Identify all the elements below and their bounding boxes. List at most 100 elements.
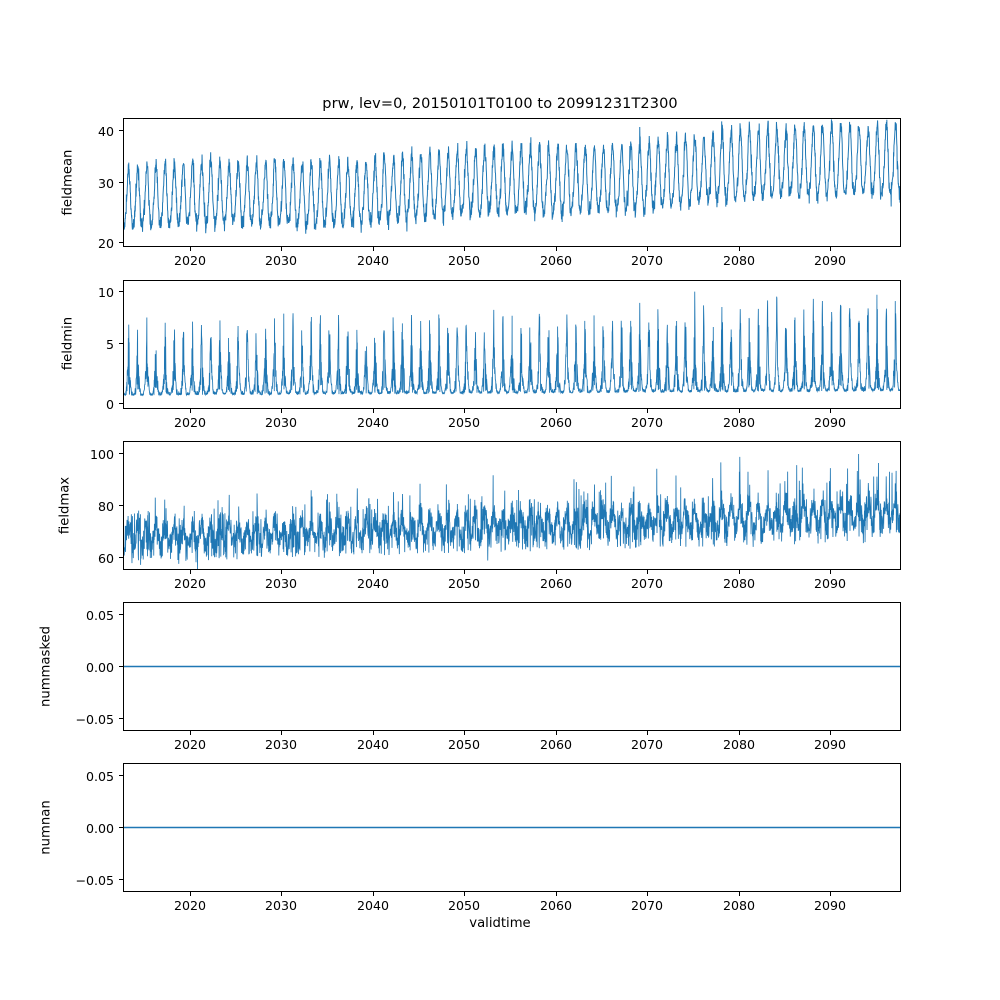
xtick-p4-3: 2050 [447,898,481,913]
ytickmark-p2-0 [119,453,123,455]
xtick-p0-0: 2020 [173,253,207,268]
xtickmark-p2-6 [739,570,741,574]
ytickmark-p1-0 [119,291,123,293]
xtick-p0-6: 2080 [722,253,756,268]
xtickmark-p3-0 [190,731,192,735]
panel-fieldmax [123,441,901,570]
plot-numnan [124,826,900,829]
ytick-p3-2: −0.05 [75,712,114,727]
ytick-p3-1: 0.00 [85,660,114,675]
xtickmark-p1-4 [556,409,558,413]
xtick-p0-5: 2070 [630,253,664,268]
panel-fieldmean [123,118,901,247]
ytickmark-p4-1 [119,827,123,829]
ytickmark-p4-0 [119,775,123,777]
xtick-p4-1: 2030 [264,898,298,913]
ytick-p2-1: 80 [97,499,114,514]
ytickmark-p2-2 [119,557,123,559]
xtickmark-p1-1 [281,409,283,413]
xtickmark-p3-5 [647,731,649,735]
ytickmark-p3-2 [119,718,123,720]
xtickmark-p2-3 [464,570,466,574]
xtick-p0-1: 2030 [264,253,298,268]
xtickmark-p0-5 [647,247,649,251]
dataline-fieldmax [124,453,900,569]
ylabel-fieldmean: fieldmean [60,149,76,216]
ytick-p1-2: 0 [105,397,114,412]
dataline-fieldmean [124,119,900,234]
xtick-p0-4: 2060 [539,253,573,268]
ytickmark-p0-0 [119,130,123,132]
xtick-p2-5: 2070 [630,576,664,591]
xtick-p0-3: 2050 [447,253,481,268]
xtick-p2-2: 2040 [356,576,390,591]
xtick-p4-5: 2070 [630,898,664,913]
xtick-p3-0: 2020 [173,737,207,752]
xtickmark-p0-1 [281,247,283,251]
xtickmark-p3-3 [464,731,466,735]
xtick-p1-6: 2080 [722,415,756,430]
xtickmark-p4-1 [281,892,283,896]
xtick-p2-1: 2030 [264,576,298,591]
ytick-p0-1: 30 [97,176,114,191]
xtickmark-p2-1 [281,570,283,574]
xtickmark-p2-2 [373,570,375,574]
xtickmark-p0-0 [190,247,192,251]
xtick-p0-2: 2040 [356,253,390,268]
plot-fieldmax [124,453,900,569]
xtick-p2-3: 2050 [447,576,481,591]
ytick-p0-0: 40 [97,124,114,139]
xtickmark-p0-6 [739,247,741,251]
ytick-p2-0: 100 [89,447,114,462]
xtick-p2-6: 2080 [722,576,756,591]
xtickmark-p4-4 [556,892,558,896]
xaxis-label: validtime [469,916,531,931]
xtickmark-p4-5 [647,892,649,896]
xtick-p3-4: 2060 [539,737,573,752]
xtickmark-p3-2 [373,731,375,735]
ytick-p4-1: 0.00 [85,821,114,836]
ylabel-fieldmin: fieldmin [60,316,76,371]
xtick-p1-3: 2050 [447,415,481,430]
xtick-p2-0: 2020 [173,576,207,591]
plot-fieldmin [124,291,900,397]
xtick-p4-6: 2080 [722,898,756,913]
xtickmark-p2-4 [556,570,558,574]
xtickmark-p4-3 [464,892,466,896]
xtick-p2-4: 2060 [539,576,573,591]
xtick-p1-5: 2070 [630,415,664,430]
xtick-p1-1: 2030 [264,415,298,430]
xtickmark-p1-6 [739,409,741,413]
xtickmark-p3-4 [556,731,558,735]
xtick-p4-2: 2040 [356,898,390,913]
xtickmark-p4-6 [739,892,741,896]
xtickmark-p0-7 [830,247,832,251]
ytick-p0-2: 20 [97,236,114,251]
xtickmark-p3-7 [830,731,832,735]
ytickmark-p1-1 [119,343,123,345]
xtickmark-p0-3 [464,247,466,251]
xtickmark-p4-2 [373,892,375,896]
xtickmark-p4-0 [190,892,192,896]
xtick-p1-7: 2090 [813,415,847,430]
ytick-p3-0: 0.05 [85,608,114,623]
xtickmark-p1-0 [190,409,192,413]
xtick-p3-7: 2090 [813,737,847,752]
ytickmark-p2-1 [119,505,123,507]
ytickmark-p3-1 [119,666,123,668]
dataline-fieldmin [124,291,900,397]
ytick-p1-1: 5 [105,337,114,352]
ytickmark-p0-2 [119,242,123,244]
xtick-p3-3: 2050 [447,737,481,752]
xtickmark-p1-3 [464,409,466,413]
ytickmark-p3-0 [119,614,123,616]
xtick-p4-7: 2090 [813,898,847,913]
xtick-p1-0: 2020 [173,415,207,430]
ytickmark-p0-1 [119,182,123,184]
xtickmark-p1-7 [830,409,832,413]
panel-nummasked [123,602,901,731]
xtickmark-p1-5 [647,409,649,413]
xtick-p1-4: 2060 [539,415,573,430]
xtickmark-p1-2 [373,409,375,413]
